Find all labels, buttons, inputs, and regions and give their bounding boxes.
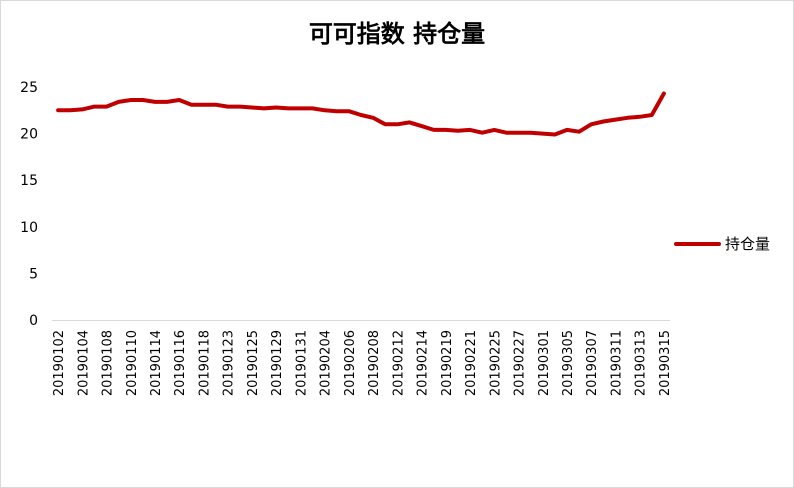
series-line xyxy=(56,91,666,137)
x-tick-label: 20190110 xyxy=(125,330,140,396)
x-tick-label: 20190212 xyxy=(391,330,406,396)
y-tick-label: 10 xyxy=(20,220,38,236)
series-group xyxy=(56,91,666,137)
x-tick-label: 20190102 xyxy=(52,330,67,396)
legend-label: 持仓量 xyxy=(725,235,770,253)
x-tick-label: 20190114 xyxy=(149,330,164,396)
x-tick-label: 20190305 xyxy=(561,330,576,396)
x-tick-label: 20190208 xyxy=(367,330,382,396)
x-tick-label: 20190307 xyxy=(585,330,600,396)
x-tick-label: 20190313 xyxy=(634,330,649,396)
x-tick-label: 20190104 xyxy=(76,330,91,396)
x-tick-label: 20190225 xyxy=(488,330,503,396)
x-tick-label: 20190125 xyxy=(246,330,261,396)
x-tick-label: 20190118 xyxy=(197,330,212,396)
y-tick-label: 25 xyxy=(20,80,38,96)
y-tick-label: 0 xyxy=(29,313,38,329)
x-tick-label: 20190227 xyxy=(513,330,528,396)
x-tick-label: 20190315 xyxy=(658,330,673,396)
x-tick-label: 20190116 xyxy=(173,330,188,396)
x-tick-label: 20190206 xyxy=(343,330,358,396)
x-tick-label: 20190219 xyxy=(440,330,455,396)
y-tick-label: 20 xyxy=(20,127,38,143)
x-tick-label: 20190204 xyxy=(319,330,334,396)
x-tick-label: 20190311 xyxy=(609,330,624,396)
x-tick-label: 20190123 xyxy=(222,330,237,396)
y-tick-label: 5 xyxy=(29,266,38,282)
legend: 持仓量 xyxy=(674,235,770,253)
x-tick-label: 20190129 xyxy=(270,330,285,396)
x-tick-label: 20190221 xyxy=(464,330,479,396)
x-tick-label: 20190301 xyxy=(537,330,552,396)
x-tick-labels: 20190102 20190104 20190108 20190110 20190114… xyxy=(52,330,673,396)
x-tick-label: 20190108 xyxy=(101,330,116,396)
chart-title: 可可指数 持仓量 xyxy=(308,20,486,48)
y-tick-label: 15 xyxy=(20,173,38,189)
x-tick-label: 20190214 xyxy=(416,330,431,396)
y-tick-labels: 0 5 10 15 20 25 xyxy=(20,80,38,329)
x-tick-label: 20190131 xyxy=(294,330,309,396)
